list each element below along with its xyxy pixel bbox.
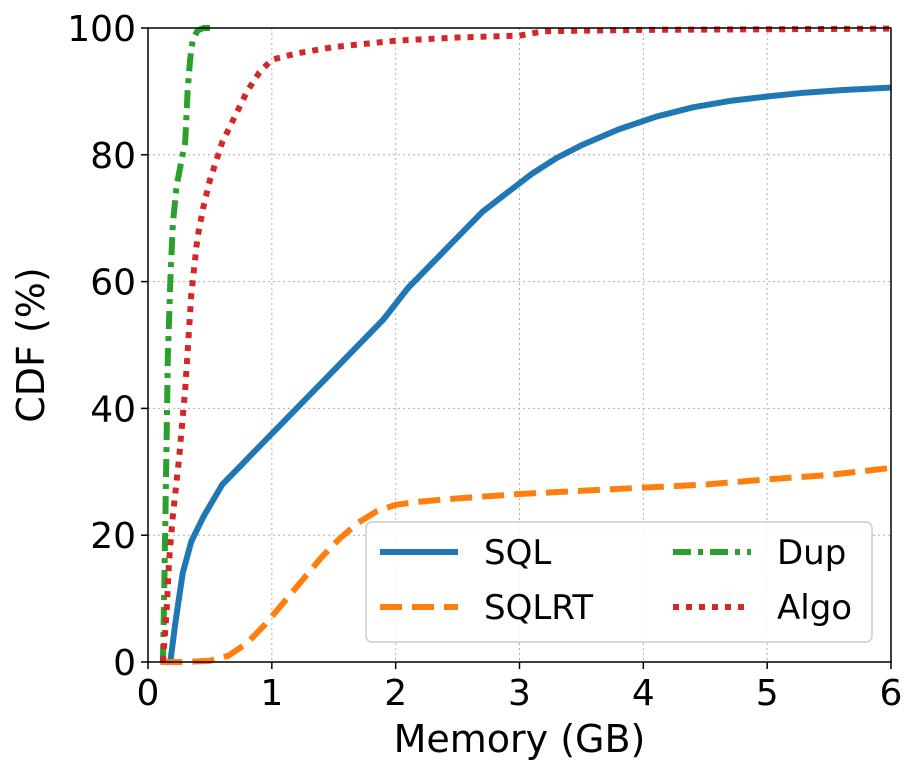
y-tick-label: 40	[90, 389, 136, 430]
legend-label-algo: Algo	[777, 588, 852, 628]
y-tick-label: 0	[113, 643, 136, 684]
legend-box	[365, 521, 873, 643]
y-tick-label: 60	[90, 263, 136, 304]
series-line-sqlrt	[160, 465, 892, 665]
legend-label-dup: Dup	[777, 533, 846, 573]
series-line-dup	[159, 25, 217, 663]
legend-label-sql: SQL	[484, 533, 551, 573]
series-line-algo	[159, 25, 892, 663]
x-tick-label: 2	[384, 673, 407, 714]
legend: SQL SQLRT Dup Algo	[365, 521, 873, 643]
y-tick-label: 100	[67, 9, 136, 50]
x-tick-label: 5	[756, 673, 779, 714]
y-ticks: 0 20 40 60 80 100	[67, 9, 148, 684]
y-axis-label: CDF (%)	[9, 267, 53, 423]
x-tick-label: 3	[508, 673, 531, 714]
x-tick-label: 1	[260, 673, 283, 714]
y-tick-label: 20	[90, 516, 136, 557]
x-tick-label: 4	[632, 673, 655, 714]
series-layer	[159, 25, 892, 665]
series-line-sql	[167, 84, 892, 663]
legend-label-sqlrt: SQLRT	[484, 588, 593, 628]
x-ticks: 0 1 2 3 4 5 6	[137, 662, 903, 714]
x-tick-label: 0	[137, 673, 160, 714]
x-tick-label: 6	[880, 673, 903, 714]
y-tick-label: 80	[90, 136, 136, 177]
x-axis-label: Memory (GB)	[394, 717, 646, 761]
